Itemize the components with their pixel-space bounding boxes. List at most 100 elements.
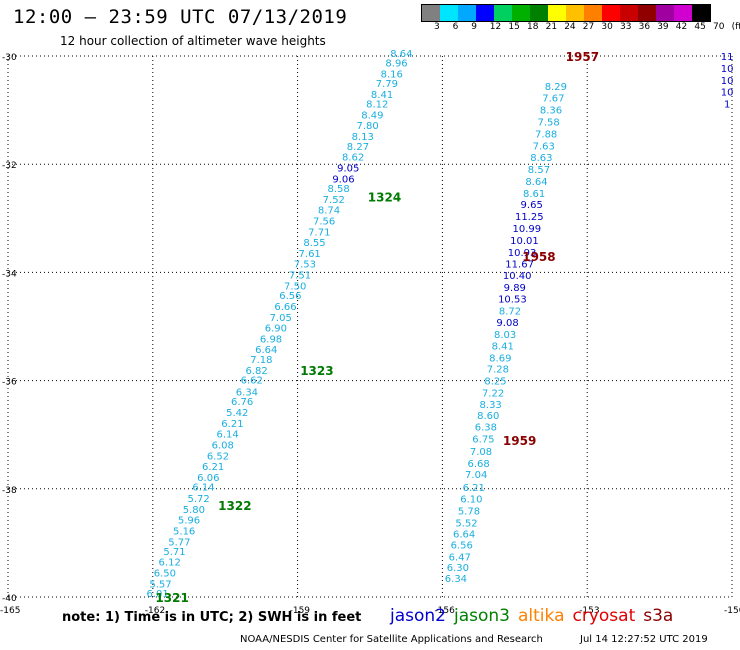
map-title: 12:00 – 23:59 UTC 07/13/2019 (13, 6, 348, 28)
swh-value-label: 7.05 (270, 313, 292, 324)
color-scale-label: 70 (713, 22, 725, 32)
color-swatch (530, 5, 548, 21)
swh-value-label: 8.29 (545, 82, 567, 93)
swh-value-label: 6.12 (159, 557, 181, 568)
swh-value-label: 7.88 (535, 129, 557, 140)
swh-value-label: 8.03 (494, 330, 516, 341)
color-swatch (422, 5, 440, 21)
swh-value-label: 8.74 (318, 206, 340, 217)
pass-number-label: 1957 (566, 50, 599, 64)
swh-value-label: 7.53 (294, 260, 316, 271)
swh-value-label: 6.50 (154, 569, 176, 580)
swh-value-label: 8.58 (327, 184, 349, 195)
swh-value-label: 6.76 (231, 397, 253, 408)
lon-tick-label: -156 (434, 606, 455, 616)
swh-value-label: 6.01 (146, 589, 168, 600)
color-swatch (548, 5, 566, 21)
map-subtitle: 12 hour collection of altimeter wave hei… (60, 34, 326, 48)
swh-value-label: 8.57 (528, 165, 550, 176)
lat-tick-label: -38 (2, 486, 17, 496)
swh-value-label: 11.25 (515, 212, 544, 223)
swh-value-label: 6.56 (451, 541, 473, 552)
swh-value-label: 10.53 (498, 294, 527, 305)
swh-value-label: 9.89 (504, 283, 526, 294)
color-scale-bar (421, 4, 711, 22)
lon-tick-label: -153 (579, 606, 599, 616)
color-swatch (458, 5, 476, 21)
swh-value-label: 5.16 (173, 526, 195, 537)
lat-tick-label: -34 (2, 269, 17, 279)
pass-number-label: 1322 (218, 499, 251, 513)
swh-value-label: 7.58 (537, 117, 559, 128)
color-scale-label: 21 (545, 22, 558, 32)
pass-number-label: 1321 (155, 591, 188, 605)
lat-tick-label: -40 (2, 594, 17, 604)
swh-value-label: 9.06 (332, 174, 354, 185)
swh-value-label: 8.36 (540, 106, 562, 117)
color-swatch (692, 5, 710, 21)
color-scale-label: 9 (471, 22, 477, 32)
satellite-legend: jason2 jason3 altika cryosat s3a (390, 606, 673, 626)
swh-value-label: 5.77 (168, 537, 190, 548)
swh-value-label: 6.56 (279, 291, 301, 302)
legend-item-altika: altika (518, 606, 565, 626)
swh-value-label: 7.63 (533, 141, 555, 152)
lon-tick-label: -165 (0, 606, 20, 616)
swh-value-label: 9.05 (337, 163, 359, 174)
color-scale-label: 24 (564, 22, 576, 32)
generation-timestamp: Jul 14 12:27:52 UTC 2019 (580, 634, 708, 645)
swh-value-label: 8.62 (342, 153, 364, 164)
swh-value-label: 8.41 (371, 90, 393, 101)
swh-value-label: 8.61 (523, 189, 545, 200)
swh-value-label: 6.64 (255, 345, 277, 356)
swh-value-label: 11 (721, 52, 734, 63)
color-scale-label: 45 (694, 22, 706, 32)
color-scale-label: 30 (601, 22, 613, 32)
swh-value-label: 6.10 (460, 495, 482, 506)
lon-tick-label: -150 (724, 606, 740, 616)
color-swatch (584, 5, 602, 21)
swh-value-label: 8.55 (303, 238, 325, 249)
swh-value-label: 7.61 (299, 249, 321, 260)
swh-value-label: 5.52 (455, 518, 477, 529)
color-scale-label: 6 (452, 22, 459, 32)
swh-value-label: 6.30 (447, 563, 469, 574)
color-scale-label: 33 (620, 22, 632, 32)
swh-value-label: 6.21 (202, 462, 224, 473)
swh-value-label: 8.49 (361, 110, 383, 121)
swh-value-label: 7.67 (542, 94, 564, 105)
swh-value-label: 6.38 (475, 423, 497, 434)
swh-value-label: 7.51 (289, 271, 311, 282)
color-scale-label: 36 (638, 22, 651, 32)
pass-number-label: 1323 (300, 364, 333, 378)
swh-value-label: 8.69 (489, 353, 511, 364)
color-swatch (602, 5, 620, 21)
swh-value-label: 6.34 (236, 387, 258, 398)
swh-value-label: 6.21 (463, 483, 485, 494)
swh-value-label: 8.13 (352, 132, 374, 143)
swh-value-label: 7.79 (376, 79, 398, 90)
legend-item-jason2: jason2 (390, 606, 446, 626)
color-swatch (656, 5, 674, 21)
swh-value-label: 5.57 (149, 579, 171, 590)
swh-value-label: 5.72 (188, 494, 210, 505)
legend-item-cryosat: cryosat (572, 606, 636, 626)
legend-item-jason3: jason3 (454, 606, 510, 626)
swh-value-label: 5.71 (163, 547, 185, 558)
swh-value-label: 6.90 (265, 324, 287, 335)
lon-tick-label: -162 (145, 606, 165, 616)
swh-value-label: 6.08 (212, 440, 234, 451)
credit-text: NOAA/NESDIS Center for Satellite Applica… (240, 634, 543, 645)
swh-value-label: 7.28 (487, 365, 509, 376)
swh-value-label: 10.40 (503, 271, 532, 282)
note-text: note: 1) Time is in UTC; 2) SWH is in fe… (62, 610, 362, 625)
swh-value-label: 7.56 (313, 216, 335, 227)
legend-item-s3a: s3a (643, 606, 674, 626)
swh-value-label: 10 (721, 76, 734, 87)
swh-value-label: 6.82 (245, 366, 267, 377)
swh-value-label: 6.06 (197, 473, 219, 484)
swh-value-label: 7.80 (356, 121, 378, 132)
swh-value-label: 6.52 (207, 451, 229, 462)
